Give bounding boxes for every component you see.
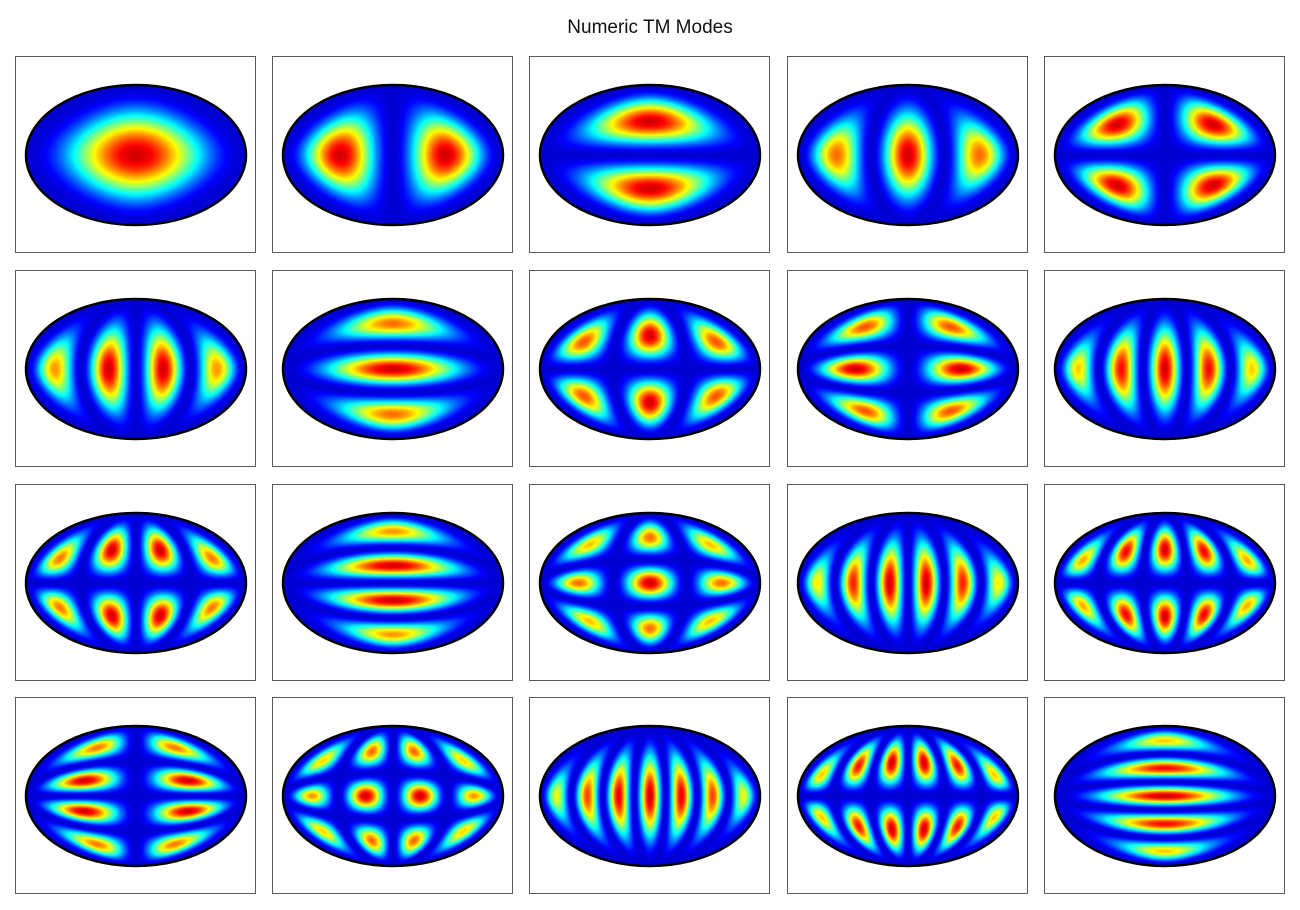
mode-panel-19	[787, 697, 1028, 894]
ellipse-boundary	[796, 83, 1020, 227]
mode-panel-5	[1044, 56, 1285, 253]
mode-field-heatmap	[540, 513, 760, 653]
ellipse-boundary	[538, 297, 762, 441]
mode-plot	[796, 724, 1020, 868]
mode-field-heatmap	[540, 85, 760, 225]
mode-field-heatmap	[26, 85, 246, 225]
mode-plot	[281, 511, 505, 655]
mode-plot	[1053, 83, 1277, 227]
mode-plot	[538, 511, 762, 655]
ellipse-boundary	[281, 511, 505, 655]
ellipse-boundary	[1053, 297, 1277, 441]
ellipse-boundary	[538, 724, 762, 868]
mode-plot	[796, 297, 1020, 441]
mode-plot	[24, 83, 248, 227]
mode-plot	[538, 83, 762, 227]
mode-plot	[1053, 511, 1277, 655]
mode-panel-6	[15, 270, 256, 467]
mode-field-heatmap	[798, 726, 1018, 866]
ellipse-boundary	[796, 724, 1020, 868]
mode-panel-15	[1044, 484, 1285, 681]
mode-field-heatmap	[798, 513, 1018, 653]
mode-field-heatmap	[1055, 513, 1275, 653]
mode-panel-13	[529, 484, 770, 681]
ellipse-boundary	[1053, 724, 1277, 868]
mode-field-heatmap	[798, 299, 1018, 439]
ellipse-boundary	[24, 297, 248, 441]
ellipse-boundary	[24, 724, 248, 868]
mode-plot	[796, 83, 1020, 227]
mode-panel-8	[529, 270, 770, 467]
mode-field-heatmap	[26, 513, 246, 653]
mode-field-heatmap	[283, 85, 503, 225]
mode-panel-3	[529, 56, 770, 253]
mode-field-heatmap	[798, 85, 1018, 225]
mode-plot	[281, 724, 505, 868]
mode-field-heatmap	[283, 513, 503, 653]
mode-field-heatmap	[283, 299, 503, 439]
mode-field-heatmap	[1055, 726, 1275, 866]
mode-field-heatmap	[1055, 85, 1275, 225]
mode-panel-10	[1044, 270, 1285, 467]
mode-field-heatmap	[540, 726, 760, 866]
mode-field-heatmap	[26, 299, 246, 439]
mode-plot	[1053, 297, 1277, 441]
ellipse-boundary	[24, 511, 248, 655]
ellipse-boundary	[281, 724, 505, 868]
mode-panel-9	[787, 270, 1028, 467]
ellipse-boundary	[1053, 511, 1277, 655]
ellipse-boundary	[796, 297, 1020, 441]
mode-field-heatmap	[1055, 299, 1275, 439]
mode-plot	[24, 297, 248, 441]
mode-plot	[1053, 724, 1277, 868]
mode-plot	[24, 511, 248, 655]
mode-panel-17	[272, 697, 513, 894]
ellipse-boundary	[796, 511, 1020, 655]
mode-panel-14	[787, 484, 1028, 681]
ellipse-boundary	[1053, 83, 1277, 227]
mode-plot	[538, 724, 762, 868]
mode-panel-2	[272, 56, 513, 253]
mode-panel-12	[272, 484, 513, 681]
mode-plot	[796, 511, 1020, 655]
mode-plot	[538, 297, 762, 441]
mode-panel-11	[15, 484, 256, 681]
ellipse-boundary	[281, 297, 505, 441]
ellipse-boundary	[24, 83, 248, 227]
ellipse-boundary	[538, 511, 762, 655]
mode-field-heatmap	[283, 726, 503, 866]
page-title: Numeric TM Modes	[567, 17, 733, 38]
mode-field-heatmap	[540, 299, 760, 439]
mode-field-heatmap	[26, 726, 246, 866]
mode-plot	[24, 724, 248, 868]
mode-panel-7	[272, 270, 513, 467]
mode-panel-20	[1044, 697, 1285, 894]
mode-plot	[281, 297, 505, 441]
mode-plot	[281, 83, 505, 227]
mode-panel-16	[15, 697, 256, 894]
ellipse-boundary	[281, 83, 505, 227]
ellipse-boundary	[538, 83, 762, 227]
mode-panel-4	[787, 56, 1028, 253]
mode-panel-1	[15, 56, 256, 253]
mode-panel-18	[529, 697, 770, 894]
